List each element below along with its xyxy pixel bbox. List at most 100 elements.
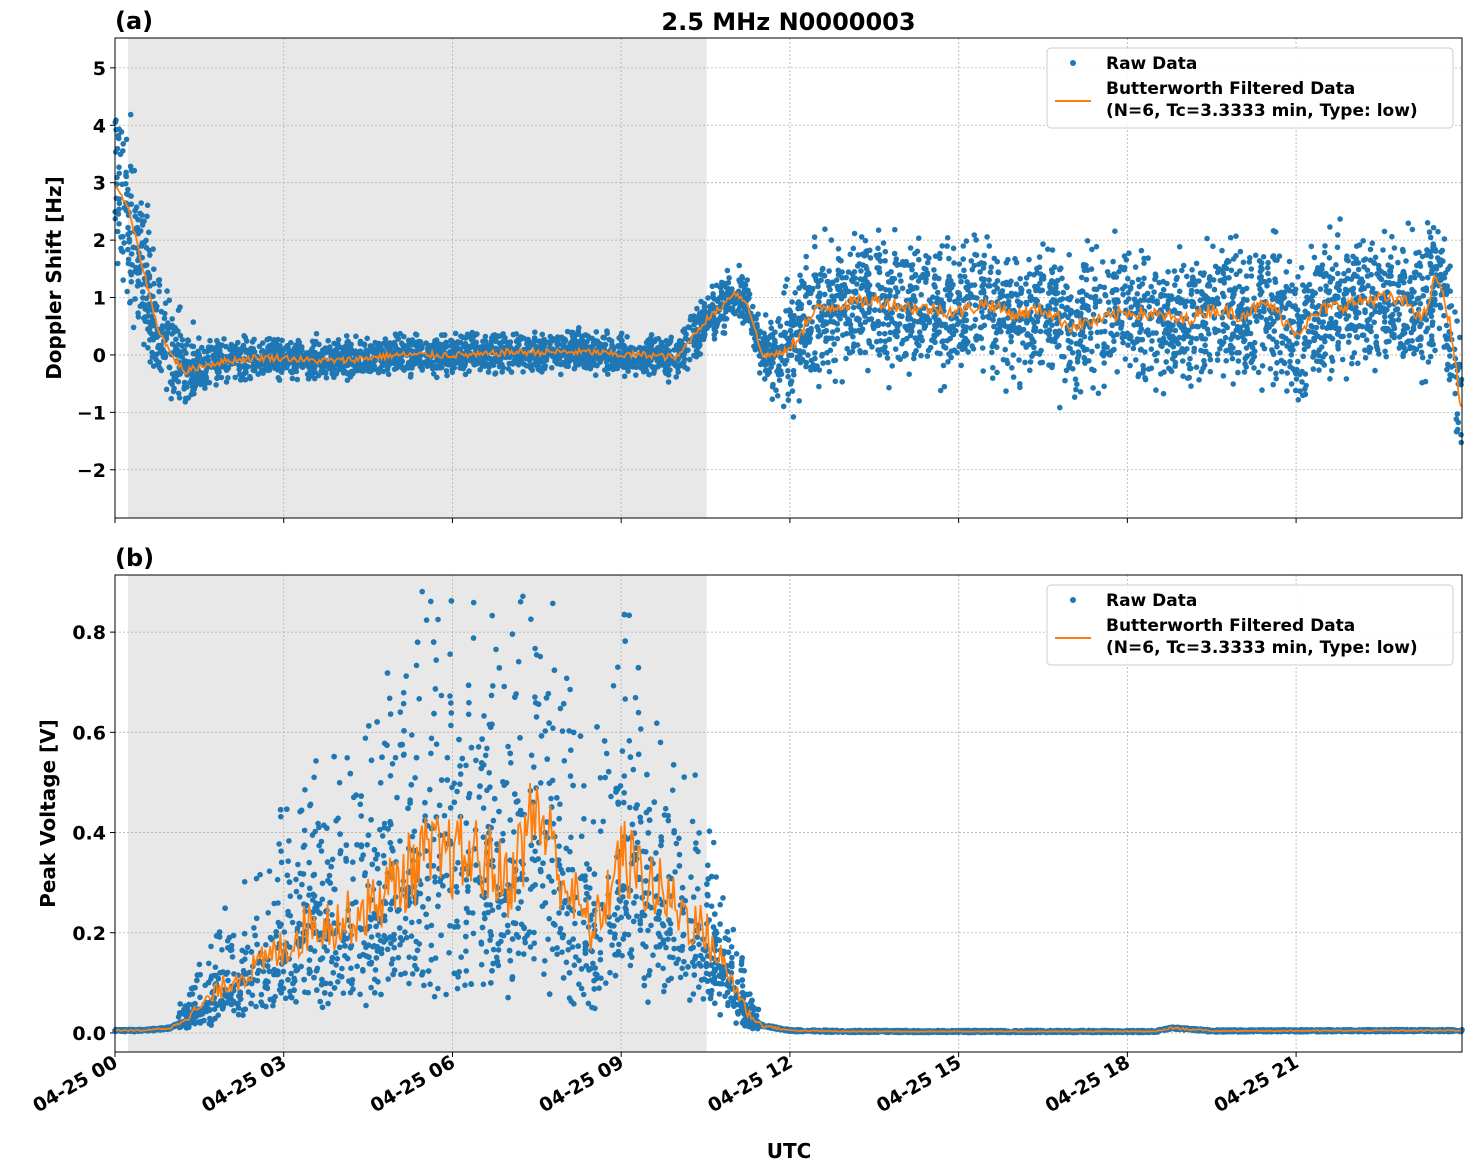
raw-point bbox=[466, 368, 472, 374]
raw-point bbox=[1064, 284, 1070, 291]
raw-point bbox=[931, 267, 937, 273]
raw-point bbox=[113, 195, 120, 202]
raw-point bbox=[1203, 348, 1209, 355]
raw-point bbox=[981, 289, 987, 296]
raw-point bbox=[788, 352, 795, 359]
raw-point bbox=[989, 349, 995, 356]
raw-point bbox=[1322, 338, 1328, 345]
raw-point bbox=[206, 379, 213, 386]
raw-point bbox=[123, 172, 129, 179]
raw-point bbox=[1377, 305, 1384, 312]
raw-point bbox=[847, 251, 854, 258]
raw-point bbox=[1271, 328, 1278, 334]
raw-point bbox=[838, 288, 844, 295]
raw-point bbox=[145, 313, 151, 319]
raw-point bbox=[1303, 338, 1309, 345]
raw-point bbox=[1016, 357, 1022, 363]
raw-point bbox=[443, 368, 450, 374]
raw-point bbox=[1289, 282, 1295, 288]
raw-point bbox=[1003, 388, 1009, 394]
raw-point bbox=[299, 344, 305, 350]
raw-point bbox=[1400, 327, 1407, 334]
raw-point bbox=[1388, 254, 1394, 260]
raw-point bbox=[1257, 291, 1264, 298]
raw-point bbox=[998, 328, 1004, 335]
raw-point bbox=[806, 299, 813, 306]
raw-point bbox=[500, 364, 507, 371]
raw-point bbox=[1092, 276, 1098, 282]
raw-point bbox=[441, 359, 447, 366]
raw-point bbox=[190, 319, 197, 325]
raw-point bbox=[1227, 234, 1234, 241]
raw-point bbox=[1298, 264, 1305, 271]
raw-point bbox=[845, 269, 852, 275]
raw-point bbox=[1172, 327, 1179, 334]
raw-point bbox=[1149, 338, 1155, 344]
raw-point bbox=[785, 368, 791, 374]
raw-point bbox=[1145, 366, 1152, 372]
raw-point bbox=[746, 295, 752, 302]
raw-point bbox=[1220, 270, 1227, 277]
raw-point bbox=[1327, 376, 1333, 382]
raw-point bbox=[1029, 317, 1035, 323]
raw-point bbox=[1317, 286, 1324, 292]
raw-point bbox=[640, 360, 646, 366]
raw-point bbox=[1031, 272, 1037, 278]
raw-point bbox=[1126, 296, 1132, 302]
raw-point bbox=[1068, 294, 1074, 300]
raw-point bbox=[1023, 275, 1030, 281]
raw-point bbox=[120, 233, 126, 240]
raw-point bbox=[113, 127, 119, 133]
raw-point bbox=[207, 337, 213, 344]
raw-point bbox=[429, 365, 436, 372]
raw-point bbox=[155, 344, 161, 351]
raw-point bbox=[288, 339, 294, 346]
raw-point bbox=[1452, 390, 1458, 397]
raw-point bbox=[857, 348, 863, 354]
raw-point bbox=[991, 323, 997, 330]
raw-point bbox=[1373, 333, 1380, 340]
raw-point bbox=[1084, 238, 1091, 244]
raw-point bbox=[144, 213, 150, 220]
raw-point bbox=[147, 252, 153, 258]
raw-point bbox=[1222, 334, 1229, 341]
raw-point bbox=[1071, 394, 1078, 400]
raw-point bbox=[1251, 339, 1258, 346]
raw-point bbox=[1315, 316, 1321, 323]
raw-point bbox=[1431, 289, 1438, 296]
raw-point bbox=[769, 396, 776, 403]
raw-point bbox=[294, 376, 301, 383]
raw-point bbox=[862, 237, 869, 244]
raw-point bbox=[1423, 252, 1430, 258]
raw-point bbox=[815, 314, 822, 320]
raw-point bbox=[1448, 303, 1455, 309]
raw-point bbox=[1295, 397, 1302, 403]
raw-point bbox=[1128, 334, 1134, 340]
raw-point bbox=[1228, 267, 1235, 274]
raw-point bbox=[1323, 283, 1329, 289]
raw-point bbox=[768, 319, 774, 326]
raw-point bbox=[961, 273, 968, 280]
raw-point bbox=[1389, 233, 1395, 240]
raw-point bbox=[1093, 243, 1100, 250]
raw-point bbox=[335, 337, 342, 343]
raw-point bbox=[798, 278, 805, 284]
raw-point bbox=[834, 335, 841, 342]
raw-point bbox=[1273, 375, 1279, 382]
raw-point bbox=[1353, 243, 1360, 249]
raw-point bbox=[931, 275, 938, 281]
raw-point bbox=[477, 366, 484, 373]
raw-point bbox=[1206, 352, 1213, 358]
raw-point bbox=[1242, 355, 1249, 362]
raw-point bbox=[1336, 325, 1342, 332]
raw-point bbox=[1191, 345, 1198, 352]
raw-point bbox=[1129, 339, 1136, 345]
raw-point bbox=[945, 359, 951, 365]
raw-point bbox=[486, 361, 493, 368]
raw-point bbox=[854, 281, 860, 287]
raw-point bbox=[826, 268, 832, 274]
raw-point bbox=[1148, 346, 1155, 353]
raw-point bbox=[787, 321, 794, 328]
raw-point bbox=[1380, 247, 1386, 253]
raw-point bbox=[1321, 273, 1327, 280]
